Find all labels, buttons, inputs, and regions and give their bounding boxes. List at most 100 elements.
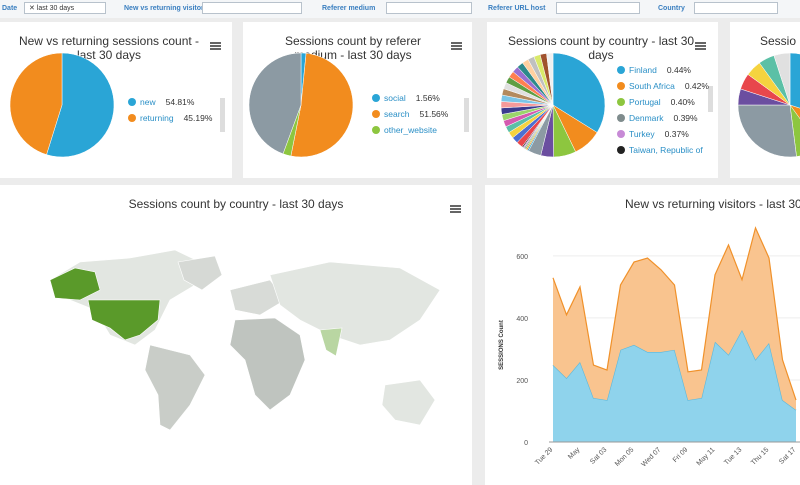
filter-label: New vs returning visitors [124,5,208,12]
legend-item: other_website [372,122,448,138]
legend-value: 1.56% [415,93,440,103]
legend: Finland 0.44% South Africa 0.42% Portugal 0.4… [617,62,709,158]
pie-slice [737,104,797,158]
legend-swatch [617,114,625,122]
world-map [49,249,441,431]
legend-value: 0.39% [673,113,698,123]
pie-slice [9,52,63,155]
legend-item: Turkey 0.37% [617,126,709,142]
filter-input[interactable]: ✕ last 30 days [24,2,106,14]
legend-swatch [617,82,625,90]
menu-icon[interactable] [210,42,221,50]
legend-value: 0.44% [666,65,691,75]
x-tick-label: Sat 03 [589,446,608,465]
legend-label: Portugal [629,97,661,107]
pie-slice [290,52,354,158]
x-tick-label: Tue 29 [534,446,554,466]
menu-icon[interactable] [695,42,706,50]
legend-swatch [617,66,625,74]
y-tick-label: 600 [516,254,528,261]
filter-label: Referer medium [322,5,376,12]
filter-label: Country [658,5,685,12]
panel-title: Sessions count by country - last 30 days [128,197,344,211]
y-tick-label: 400 [516,316,528,323]
panel-title: New vs returning sessions count - last 3… [18,34,200,62]
menu-icon[interactable] [451,42,462,50]
pies [9,52,800,158]
x-tick-label: Mon 05 [614,446,636,468]
legend-value: 45.19% [183,113,213,123]
menu-icon[interactable] [450,205,461,213]
filter-input[interactable] [694,2,778,14]
legend-item: South Africa 0.42% [617,78,709,94]
legend-item: returning 45.19% [128,110,212,126]
legend-item: Taiwan, Republic of [617,142,709,158]
area [553,329,796,442]
legend-label: new [140,97,156,107]
legend-label: Denmark [629,113,664,123]
legend-item: social 1.56% [372,90,448,106]
africa [229,317,306,411]
filter-label: Date [2,5,18,12]
legend-label: social [384,93,406,103]
legend-value: 0.40% [670,97,695,107]
pie-slice [546,52,554,106]
filter-bar: Date ✕ last 30 days New vs returning vis… [0,0,800,18]
legend-swatch [128,114,136,122]
legend-item: Portugal 0.40% [617,94,709,110]
legend-item: Finland 0.44% [617,62,709,78]
x-tick-label: May 11 [696,446,717,467]
legend-value: 54.81% [165,97,195,107]
legend-label: Turkey [629,129,655,139]
legend-swatch [372,110,380,118]
area-line [552,226,797,401]
area [553,227,796,411]
greenland [177,255,223,291]
legend-label: South Africa [629,81,675,91]
legend-item: search 51.56% [372,106,448,122]
y-tick-label: 0 [524,440,528,447]
legend-value: 0.42% [684,81,709,91]
filter-input[interactable] [556,2,640,14]
x-tick-label: Tue 13 [723,446,743,466]
legend-swatch [617,146,625,154]
usa [87,299,161,341]
legend-label: other_website [384,125,437,135]
x-tick-label: Thu 15 [750,446,770,466]
scrollbar[interactable] [464,98,469,132]
filter-input[interactable] [386,2,472,14]
legend: new 54.81% returning 45.19% [128,94,212,126]
filter-label: Referer URL host [488,5,546,12]
legend-item: new 54.81% [128,94,212,110]
europe [229,279,286,316]
legend-value: 0.37% [664,129,689,139]
pie-slice [773,52,791,106]
y-axis-title: SESSIONS Count [499,320,505,370]
x-tick-label: Fri 09 [672,446,690,464]
panel-title: New vs returning visitors - last 30 [625,197,800,211]
pie-slice [552,52,606,133]
scrollbar[interactable] [708,86,713,112]
legend-label: Taiwan, Republic of [629,145,703,155]
panel-title: Sessions count by country - last 30 days [507,34,695,62]
filter-input[interactable] [202,2,302,14]
legend: social 1.56% search 51.56% other_website [372,90,448,138]
scrollbar[interactable] [220,98,225,132]
india [319,327,343,357]
legend-swatch [617,98,625,106]
legend-swatch [128,98,136,106]
legend-swatch [372,126,380,134]
pie-slice [789,52,800,122]
legend-label: Finland [629,65,657,75]
filter-chip[interactable]: last 30 days [36,5,75,12]
area-chart: 0 200 400 600 SESSIONS Count Tue 29 May Sat 03 M… [499,226,800,468]
legend-value: 51.56% [419,109,449,119]
alaska [49,267,101,301]
south-america [144,344,206,431]
pie-slice [46,52,115,158]
panel-title: Sessio [760,34,797,48]
x-tick-label: May [567,446,582,461]
x-tick-label: Sat 17 [778,446,797,465]
legend-label: search [384,109,410,119]
